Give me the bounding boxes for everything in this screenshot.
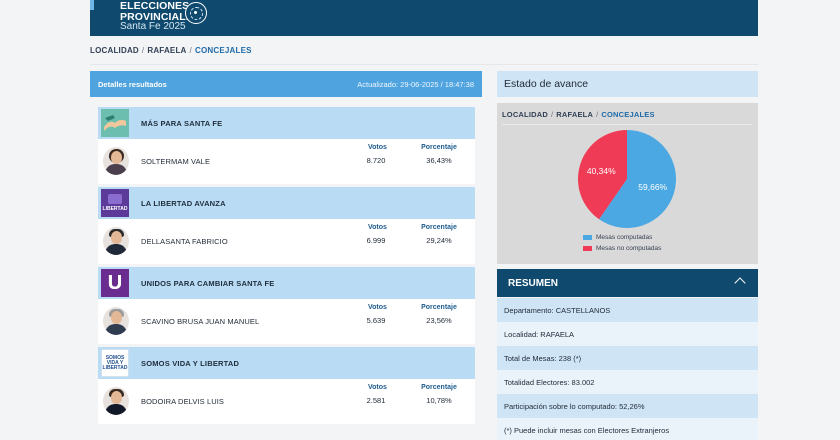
candidate-row: BODOIRA DELVIS LUIS Votos Porcentaje 2.5… — [98, 379, 475, 424]
summary-total-mesas: Total de Mesas: 238 (*) — [497, 346, 758, 370]
candidate-name: SOLTERMAM VALE — [141, 157, 211, 166]
avance-breadcrumb: LOCALIDAD / RAFAELA / CONCEJALES — [502, 110, 655, 119]
legend-label: Mesas computadas — [596, 234, 653, 241]
avance-header: Estado de avance — [497, 71, 758, 97]
party-name: LA LIBERTAD AVANZA — [141, 198, 226, 208]
party-name: MÁS PARA SANTA FE — [141, 118, 223, 128]
candidate-name: BODOIRA DELVIS LUIS — [141, 397, 225, 406]
brand-line-1: ELECCIONES — [120, 0, 190, 12]
avatar — [103, 307, 129, 335]
party-row-somos-vida-y-libertad[interactable]: SOMOS VIDA Y LIBERTAD SOMOS VIDA Y LIBER… — [98, 347, 475, 379]
summary-electores: Totalidad Electores: 83.002 — [497, 370, 758, 394]
avance-panel: LOCALIDAD / RAFAELA / CONCEJALES 59,66% 40,34… — [497, 103, 758, 264]
legend-entry: Mesas no computadas — [583, 243, 661, 254]
elections-brand[interactable]: ELECCIONES PROVINCIALES Santa Fe 2025 — [120, 1, 200, 33]
votes-value: 2.581 — [366, 396, 386, 405]
pie-slice-label: 59,66% — [638, 182, 667, 192]
votes-value: 6.999 — [366, 236, 386, 245]
votes-header: Votos — [368, 224, 387, 231]
avance-title: Estado de avance — [504, 78, 589, 90]
summary-header[interactable]: RESUMEN — [497, 269, 758, 297]
santa-fe-seal-icon — [185, 2, 207, 24]
candidate-row: SCAVINO BRUSA JUAN MANUEL Votos Porcenta… — [98, 299, 475, 344]
summary-localidad: Localidad: RAFAELA — [497, 322, 758, 346]
votes-header: Votos — [368, 144, 387, 151]
updated-timestamp: Actualizado: 29-06-2025 / 18:47:38 — [357, 79, 474, 89]
percentage-header: Porcentaje — [421, 384, 457, 391]
avance-breadcrumb-localidad[interactable]: LOCALIDAD — [502, 110, 548, 119]
percentage-header: Porcentaje — [421, 304, 457, 311]
brand-line-2: PROVINCIALES — [120, 10, 200, 23]
pie-slice-computadas[interactable] — [599, 130, 676, 228]
brand-accent-strip — [90, 0, 94, 10]
legend-label: Mesas no computadas — [596, 245, 662, 252]
breadcrumb-localidad[interactable]: LOCALIDAD — [90, 46, 139, 55]
percentage-header: Porcentaje — [421, 144, 457, 151]
breadcrumb: LOCALIDAD / RAFAELA / CONCEJALES — [90, 46, 252, 55]
percentage-value: 36,43% — [426, 156, 452, 165]
summary-departamento: Departamento: CASTELLANOS — [497, 298, 758, 322]
avatar — [103, 387, 129, 415]
chevron-up-icon[interactable] — [734, 277, 746, 289]
pie-slice-no-computadas[interactable] — [578, 130, 627, 220]
avance-breadcrumb-rafaela[interactable]: RAFAELA — [556, 110, 594, 119]
legend-entry: Mesas computadas — [583, 232, 661, 243]
candidate-name: SCAVINO BRUSA JUAN MANUEL — [141, 317, 260, 326]
party-row-unidos-para-cambiar[interactable]: U UNIDOS PARA CAMBIAR SANTA FE — [98, 267, 475, 299]
unidos-logo-icon: U — [101, 269, 129, 297]
avatar — [103, 227, 129, 255]
progress-pie-chart: 59,66% 40,34% — [578, 130, 676, 228]
votes-header: Votos — [368, 384, 387, 391]
candidate-row: DELLASANTA FABRICIO Votos Porcentaje 6.9… — [98, 219, 475, 264]
percentage-value: 23,56% — [426, 316, 452, 325]
percentage-value: 10,78% — [426, 396, 452, 405]
legend-swatch — [583, 234, 592, 240]
breadcrumb-concejales[interactable]: CONCEJALES — [194, 46, 252, 55]
avance-divider — [502, 124, 752, 125]
somos-logo-icon: SOMOS VIDA Y LIBERTAD — [101, 349, 129, 377]
candidate-name: DELLASANTA FABRICIO — [141, 237, 228, 246]
avatar — [103, 147, 129, 175]
votes-header: Votos — [368, 304, 387, 311]
percentage-value: 29,24% — [426, 236, 452, 245]
lla-logo-icon: LIBERTAD — [101, 189, 129, 217]
pie-legend: Mesas computadas Mesas no computadas — [583, 232, 661, 254]
pie-slice-label: 40,34% — [587, 166, 616, 176]
party-name: SOMOS VIDA Y LIBERTAD — [141, 358, 240, 368]
summary-title: RESUMEN — [508, 277, 559, 289]
hands-logo-icon — [101, 109, 129, 137]
breadcrumb-divider — [90, 64, 758, 65]
votes-value: 8.720 — [366, 156, 386, 165]
party-row-la-libertad-avanza[interactable]: LIBERTAD LA LIBERTAD AVANZA — [98, 187, 475, 219]
brand-line-3: Santa Fe 2025 — [120, 21, 186, 33]
legend-swatch — [583, 245, 592, 251]
summary-footnote: (*) Puede incluir mesas con Electores Ex… — [497, 418, 758, 440]
results-title: Detalles resultados — [98, 79, 167, 89]
results-header: Detalles resultados Actualizado: 29-06-2… — [90, 71, 482, 97]
party-row-mas-para-santa-fe[interactable]: MÁS PARA SANTA FE — [98, 107, 475, 139]
percentage-header: Porcentaje — [421, 224, 457, 231]
breadcrumb-rafaela[interactable]: RAFAELA — [147, 46, 187, 55]
summary-participacion: Participación sobre lo computado: 52,26% — [497, 394, 758, 418]
party-name: UNIDOS PARA CAMBIAR SANTA FE — [141, 278, 275, 288]
candidate-row: SOLTERMAM VALE Votos Porcentaje 8.720 36… — [98, 139, 475, 184]
votes-value: 5.639 — [366, 316, 386, 325]
avance-breadcrumb-concejales[interactable]: CONCEJALES — [601, 110, 655, 119]
